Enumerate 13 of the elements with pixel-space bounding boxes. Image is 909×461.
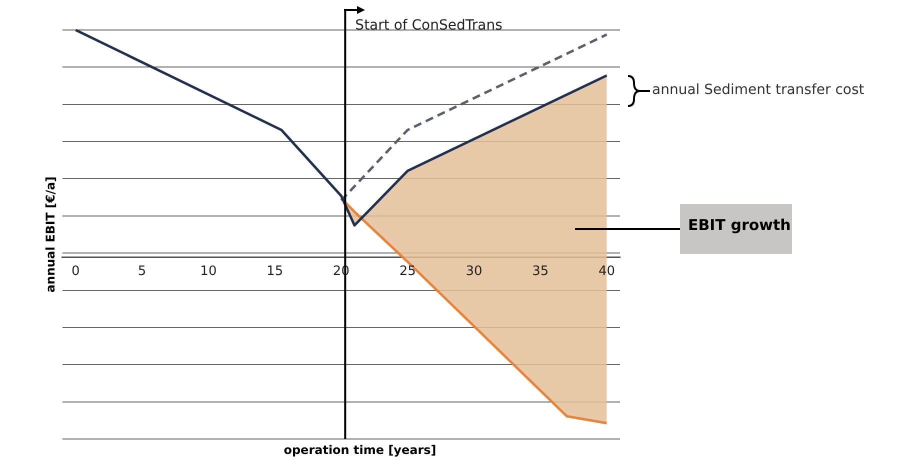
text: annual Sediment transfer cost xyxy=(652,82,864,98)
ref-line-label: Start of ConSedTrans xyxy=(355,18,502,34)
x-tick-label: 25 xyxy=(399,264,416,280)
x-tick-label: 10 xyxy=(200,264,217,280)
text: EBIT growth xyxy=(680,204,792,254)
x-tick-label: 30 xyxy=(466,264,482,280)
x-tick-label: 5 xyxy=(138,264,146,280)
x-tick-label: 35 xyxy=(532,264,549,280)
x-tick-label: 15 xyxy=(266,264,284,280)
x-tick-label: 0 xyxy=(72,264,80,280)
x-axis-title: operation time [years] xyxy=(282,443,438,457)
x-tick-label: 40 xyxy=(598,264,615,280)
y-axis-title: annual EBIT [€/a] xyxy=(43,176,58,293)
